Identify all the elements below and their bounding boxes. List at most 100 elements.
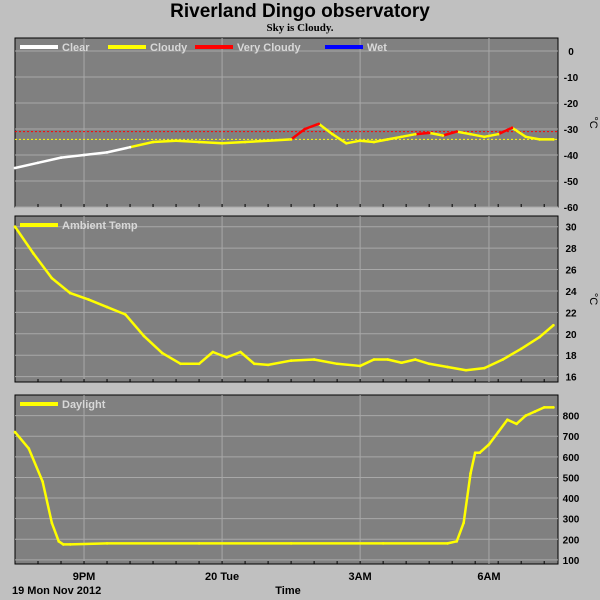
data-segment: [41, 480, 54, 525]
data-point: [59, 156, 63, 159]
data-segment: [506, 418, 518, 426]
data-segment: [197, 350, 215, 366]
data-point: [478, 451, 482, 455]
data-point: [317, 122, 321, 126]
legend-label: Clear: [62, 42, 90, 54]
data-point: [124, 313, 127, 316]
data-segment: [538, 323, 555, 339]
panel-1: 0 -10 -20 -30 -40 -50 -60 °C Clear Cloudy Very Clo…: [13, 37, 599, 214]
data-point: [427, 131, 431, 135]
data-segment: [239, 350, 256, 366]
data-point: [239, 350, 242, 354]
panel-3: 100 200 300 400 500 600 700 800 Daylight: [13, 394, 580, 567]
data-point: [105, 305, 109, 309]
data-point: [464, 368, 468, 372]
data-segment: [289, 358, 316, 362]
data-point: [519, 347, 523, 351]
data-segment: [524, 135, 541, 141]
data-segment: [496, 126, 514, 136]
data-segment: [50, 276, 72, 295]
data-point: [266, 363, 270, 367]
data-segment: [27, 447, 44, 483]
data-segment: [13, 225, 35, 255]
data-segment: [487, 430, 500, 446]
data-point: [552, 406, 555, 409]
x-date-label: 19 Mon Nov 2012: [12, 585, 101, 597]
data-point: [68, 543, 72, 546]
data-segment: [82, 151, 109, 157]
data-segment: [225, 350, 242, 359]
data-segment: [427, 131, 445, 137]
data-segment: [400, 132, 417, 139]
panel-2: 16 18 20 22 24 26 28 30 °C Ambient Temp: [13, 215, 599, 384]
y-tick-label: 600: [563, 453, 580, 464]
data-segment: [174, 139, 201, 144]
x-axis-title: Time: [275, 585, 300, 597]
y-tick-label: -20: [564, 99, 579, 110]
data-segment: [358, 358, 376, 368]
data-point: [289, 542, 293, 545]
data-point: [462, 521, 465, 525]
data-point: [386, 358, 390, 361]
data-segment: [68, 291, 90, 301]
data-segment: [105, 305, 127, 316]
data-point: [197, 362, 201, 366]
data-point: [510, 126, 514, 129]
data-segment: [358, 139, 376, 144]
data-point: [533, 410, 537, 413]
x-tick-label: 9PM: [73, 571, 96, 583]
y-tick-label: 500: [563, 473, 580, 484]
data-point: [27, 447, 31, 450]
data-segment: [464, 366, 486, 372]
y-unit-label: °C: [587, 116, 599, 128]
y-tick-label: 100: [563, 556, 580, 567]
data-segment: [105, 145, 132, 154]
data-segment: [524, 410, 537, 417]
data-segment: [400, 358, 417, 364]
data-point: [524, 414, 528, 417]
data-point: [538, 138, 541, 141]
y-tick-label: 400: [563, 494, 580, 505]
y-tick-label: 200: [563, 535, 580, 546]
data-segment: [161, 351, 182, 366]
legend-label: Wet: [367, 42, 387, 54]
y-tick-label: -10: [564, 73, 579, 84]
data-point: [179, 362, 182, 366]
data-segment: [483, 358, 505, 370]
data-point: [303, 127, 307, 131]
data-point: [289, 138, 293, 141]
data-segment: [469, 451, 477, 475]
data-point: [552, 323, 555, 327]
data-point: [372, 140, 376, 144]
data-point: [483, 366, 486, 370]
legend-label: Daylight: [62, 399, 106, 411]
plot-area: [14, 394, 559, 565]
x-tick-label: 3AM: [349, 571, 372, 583]
data-point: [542, 406, 546, 409]
data-segment: [289, 127, 307, 141]
data-point: [105, 542, 109, 545]
data-point: [142, 334, 146, 338]
data-segment: [501, 347, 523, 361]
y-tick-label: 20: [565, 330, 577, 341]
data-point: [400, 361, 403, 365]
data-segment: [446, 365, 468, 372]
data-point: [496, 132, 500, 136]
data-segment: [124, 313, 146, 338]
y-tick-label: 800: [563, 412, 580, 423]
data-point: [386, 138, 390, 141]
y-tick-label: 24: [565, 287, 577, 298]
data-segment: [441, 130, 459, 137]
data-segment: [211, 350, 228, 359]
y-tick-label: 28: [565, 244, 577, 255]
data-point: [160, 351, 164, 355]
data-point: [358, 364, 362, 368]
data-point: [32, 252, 35, 255]
data-segment: [68, 542, 109, 546]
data-point: [62, 543, 65, 546]
data-point: [82, 153, 86, 157]
y-unit-label: °C: [587, 293, 599, 305]
data-point: [506, 418, 509, 422]
data-segment: [515, 414, 528, 426]
